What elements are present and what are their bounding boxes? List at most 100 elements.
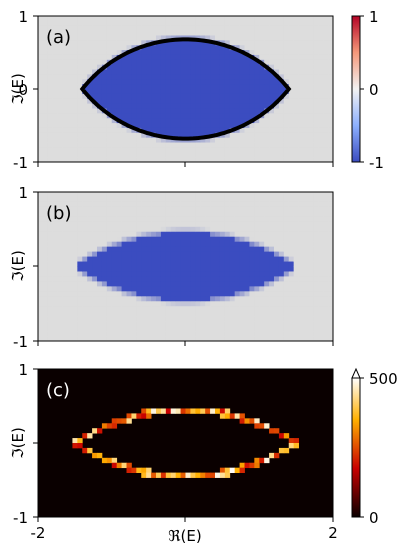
heatmap-cell — [185, 246, 191, 252]
heatmap-cell — [274, 127, 280, 134]
heatmap-cell — [156, 216, 162, 223]
heatmap-cell — [229, 286, 236, 292]
heatmap-cell — [57, 69, 63, 75]
heatmap-cell — [293, 261, 299, 267]
heatmap-cell — [195, 16, 201, 22]
heatmap-cell — [239, 40, 245, 46]
heatmap-cell — [47, 137, 54, 143]
heatmap-cell — [141, 157, 147, 162]
heatmap-cell — [72, 206, 78, 213]
heatmap-cell — [298, 54, 304, 61]
heatmap-cell — [328, 45, 333, 51]
heatmap-cell — [170, 45, 177, 51]
heatmap-cell — [205, 201, 211, 208]
heatmap-cell — [185, 266, 191, 272]
heatmap-cell — [195, 408, 201, 414]
heatmap-cell — [219, 266, 226, 272]
heatmap-cell — [175, 192, 181, 198]
heatmap-cell — [136, 306, 142, 312]
heatmap-cell — [264, 192, 270, 198]
heatmap-cell — [190, 291, 196, 297]
heatmap-cell — [131, 98, 137, 104]
heatmap-cell — [313, 291, 319, 297]
heatmap-cell — [126, 132, 132, 139]
heatmap-cell — [146, 316, 152, 322]
heatmap-cell — [165, 241, 172, 248]
heatmap-cell — [185, 206, 191, 213]
panel-a: (a) ℑ(E) 1 0 -1 1 0 -1 — [9, 8, 384, 172]
heatmap-cell — [278, 301, 285, 307]
heatmap-cell — [278, 89, 285, 95]
heatmap-cell — [185, 84, 191, 90]
heatmap-cell — [72, 113, 78, 119]
heatmap-cell — [259, 192, 265, 198]
heatmap-cell — [274, 142, 280, 148]
heatmap-cell — [141, 93, 147, 100]
heatmap-cell — [67, 306, 73, 312]
heatmap-cell — [92, 16, 98, 22]
heatmap-cell — [47, 132, 54, 139]
heatmap-cell — [254, 89, 260, 95]
heatmap-cell — [254, 147, 260, 153]
panel-a-label: (a) — [46, 27, 71, 48]
heatmap-cell — [38, 192, 44, 198]
heatmap-cell — [160, 296, 167, 302]
heatmap-cell — [249, 64, 255, 70]
heatmap-cell — [249, 45, 255, 51]
heatmap-cell — [111, 276, 118, 282]
heatmap-cell — [224, 231, 231, 238]
heatmap-cell — [151, 281, 157, 287]
heatmap-cell — [57, 59, 63, 66]
heatmap-cell — [165, 147, 172, 153]
heatmap-cell — [185, 50, 191, 56]
heatmap-cell — [234, 286, 240, 292]
heatmap-cell — [328, 89, 333, 95]
heatmap-cell — [136, 108, 142, 114]
heatmap-cell — [283, 251, 290, 257]
heatmap-cell — [308, 266, 314, 272]
heatmap-cell — [288, 59, 295, 66]
heatmap-cell — [264, 74, 270, 80]
heatmap-cell — [303, 226, 309, 233]
heatmap-cell — [67, 192, 73, 198]
heatmap-cell — [72, 291, 78, 297]
heatmap-cell — [234, 192, 240, 198]
heatmap-cell — [308, 211, 314, 218]
heatmap-cell — [136, 74, 142, 80]
heatmap-cell — [269, 113, 275, 119]
heatmap-cell — [156, 336, 162, 341]
heatmap-cell — [175, 142, 181, 148]
heatmap-cell — [259, 216, 265, 223]
heatmap-cell — [224, 321, 231, 327]
heatmap-cell — [57, 25, 63, 31]
heatmap-cell — [200, 118, 206, 124]
heatmap-cell — [224, 16, 231, 22]
heatmap-cell — [106, 93, 113, 100]
heatmap-cell — [141, 226, 147, 233]
heatmap-cell — [52, 226, 59, 233]
heatmap-cell — [52, 89, 59, 95]
heatmap-cell — [38, 231, 44, 238]
heatmap-cell — [126, 157, 132, 162]
heatmap-cell — [278, 50, 285, 56]
heatmap-cell — [313, 123, 319, 129]
heatmap-cell — [293, 206, 299, 213]
heatmap-cell — [101, 79, 108, 85]
heatmap-cell — [328, 69, 333, 75]
heatmap-cell — [274, 256, 280, 262]
heatmap-cell — [215, 147, 221, 153]
heatmap-cell — [57, 157, 63, 162]
heatmap-cell — [160, 45, 167, 51]
heatmap-cell — [318, 54, 324, 61]
heatmap-cell — [249, 69, 255, 75]
heatmap-cell — [254, 20, 260, 27]
heatmap-cell — [156, 311, 162, 317]
heatmap-cell — [318, 246, 324, 252]
heatmap-cell — [47, 69, 54, 75]
heatmap-cell — [274, 152, 280, 158]
heatmap-cell — [308, 132, 314, 139]
heatmap-cell — [249, 211, 255, 218]
heatmap-cell — [239, 192, 245, 198]
heatmap-cell — [318, 157, 324, 162]
heatmap-cell — [264, 45, 270, 51]
